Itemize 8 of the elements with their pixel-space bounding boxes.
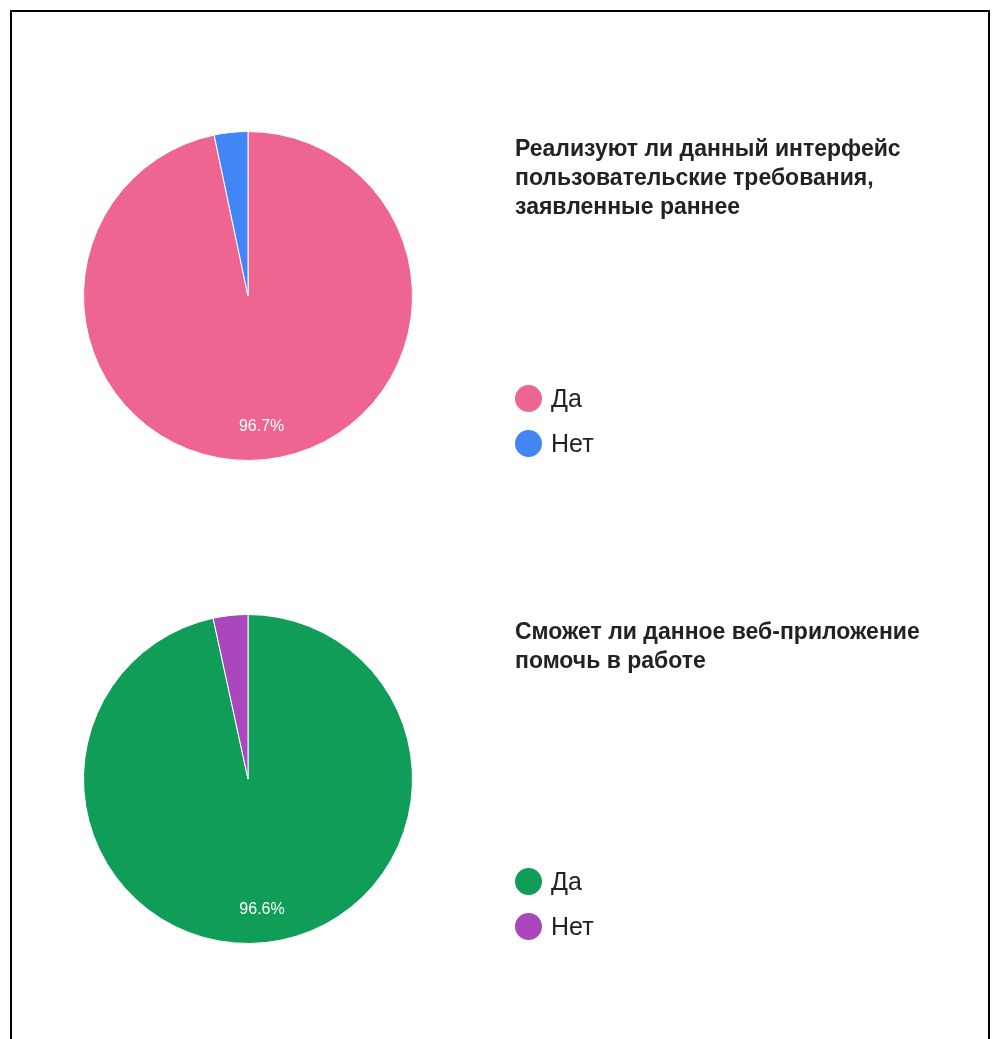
legend-label: Нет [551,429,594,458]
data-label: 96.7% [238,417,285,435]
legend-label: Нет [551,912,594,941]
text: Сможет ли данное веб-приложение помочь в работе [515,617,921,675]
legend-label: Да [551,867,582,896]
data-label: 96.6% [239,900,285,918]
text: Реализуют ли данный интерфейс пользовательские требования, заявленные раннее [515,134,902,221]
legend-label: Да [551,384,582,413]
